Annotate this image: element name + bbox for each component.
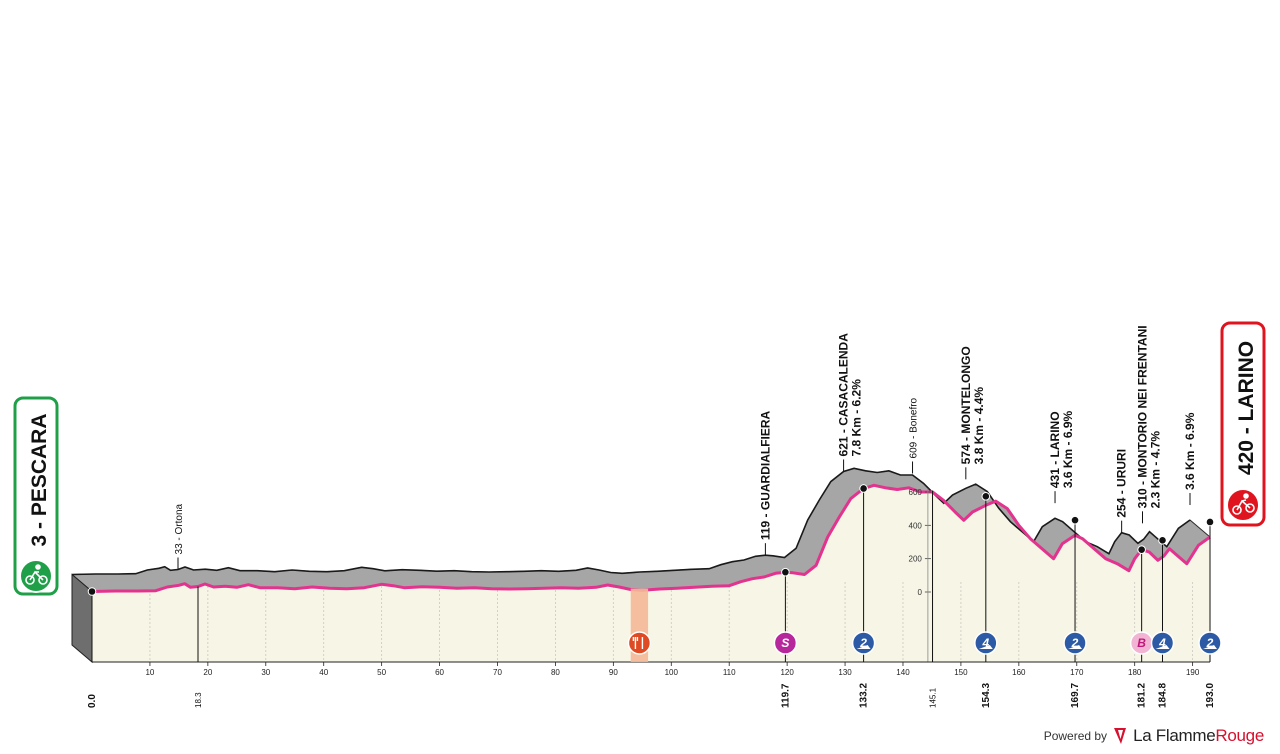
marker-label: S xyxy=(781,636,789,650)
route-line xyxy=(91,483,1211,593)
x-tick-label: 50 xyxy=(377,668,386,677)
kom-mountain-icon xyxy=(1068,645,1083,649)
x-tick-label: 120 xyxy=(780,668,794,677)
waypoint-km-label: 133.2 xyxy=(859,683,870,708)
finish-label: 420 - LARINO xyxy=(1235,341,1258,475)
x-tick-label: 80 xyxy=(551,668,560,677)
x-tick-label: 20 xyxy=(203,668,212,677)
marker-label: 4 xyxy=(981,636,989,650)
x-tick-label: 190 xyxy=(1186,668,1200,677)
kom-mountain-icon xyxy=(1203,645,1217,649)
annotation-sublabel: 7.8 Km - 6.2% xyxy=(850,379,864,457)
waypoint-km-label: 181.2 xyxy=(1137,683,1148,708)
x-tick-label: 60 xyxy=(435,668,444,677)
x-tick-label: 10 xyxy=(145,668,154,677)
climbing-bike-icon xyxy=(1232,493,1255,515)
profile-top-outline xyxy=(71,467,1191,576)
y-tick-label: 600 xyxy=(909,488,923,497)
marker-label: 4 xyxy=(1158,636,1166,650)
annotation-sublabel: 3.6 Km - 6.9% xyxy=(1061,410,1075,488)
waypoint-km-label: 145.1 xyxy=(929,687,938,708)
start-label: 3 - PESCARA xyxy=(28,413,51,546)
marker-label: 2 xyxy=(1071,636,1079,650)
y-tick-label: 200 xyxy=(909,555,923,564)
annotation-label: 33 - Ortona xyxy=(174,503,185,554)
feed-zone-icon xyxy=(627,631,652,655)
brand-name: La FlammeRouge xyxy=(1133,726,1264,745)
annotation-label: 574 - MONTELONGO xyxy=(959,346,973,464)
marker-label: 2 xyxy=(859,636,867,650)
waypoint-km-label: 119.7 xyxy=(780,683,791,708)
waypoint-dot xyxy=(1158,536,1167,545)
bike-icon xyxy=(25,564,48,585)
waypoint-dot xyxy=(981,492,991,501)
annotation-label: 254 - URURI xyxy=(1115,449,1129,518)
annotation-label: 310 - MONTORIO NEI FRENTANI xyxy=(1135,325,1149,508)
annotation-label: 609 - Bonefro xyxy=(909,397,920,458)
x-tick-label: 110 xyxy=(723,668,736,677)
start-cyclist-icon xyxy=(19,559,53,593)
x-tick-label: 140 xyxy=(896,668,910,677)
kom-mountain-icon xyxy=(978,645,993,649)
waypoint-km-label: 0.0 xyxy=(87,694,98,708)
x-tick-label: 170 xyxy=(1070,668,1084,677)
flamme-logo-icon xyxy=(1114,728,1127,744)
powered-by-footer: Powered by La FlammeRouge xyxy=(1043,726,1265,746)
x-tick-label: 180 xyxy=(1128,668,1142,677)
kom-mountain-icon xyxy=(1155,645,1170,649)
x-tick-label: 130 xyxy=(838,668,852,677)
waypoint-km-label: 154.3 xyxy=(981,683,992,708)
waypoint-dot xyxy=(87,587,97,596)
fork-knife-icon xyxy=(632,637,644,649)
waypoint-dot xyxy=(1070,515,1080,525)
waypoint-dot xyxy=(859,484,868,493)
x-tick-label: 100 xyxy=(665,668,679,677)
waypoint-km-label: 169.7 xyxy=(1070,683,1081,708)
waypoint-km-label: 18.3 xyxy=(194,692,203,708)
sprint-marker-icon xyxy=(773,631,798,655)
finish-badge: 420 - LARINO xyxy=(1220,321,1266,527)
annotation-label: 3.6 Km - 6.9% xyxy=(1183,412,1197,490)
y-tick-label: 400 xyxy=(909,521,923,530)
annotation-sublabel: 2.3 Km - 4.7% xyxy=(1148,431,1162,509)
x-tick-label: 150 xyxy=(954,668,968,677)
profile-ground-area xyxy=(92,485,1210,662)
x-tick-label: 160 xyxy=(1012,668,1026,677)
waypoint-dot xyxy=(1205,517,1215,527)
powered-by-text: Powered by xyxy=(1043,729,1108,743)
marker-label: 2 xyxy=(1206,636,1214,650)
x-tick-label: 70 xyxy=(493,668,502,677)
annotation-sublabel: 3.8 Km - 4.4% xyxy=(972,387,986,465)
x-tick-label: 40 xyxy=(319,668,328,677)
waypoint-dot xyxy=(1137,545,1146,554)
waypoint-km-label: 193.0 xyxy=(1205,683,1216,708)
waypoint-dot xyxy=(781,567,790,577)
waypoint-km-label: 184.8 xyxy=(1157,683,1168,708)
annotation-label: 119 - GUARDIALFIERA xyxy=(758,410,772,540)
annotation-label: 431 - LARINO xyxy=(1048,411,1062,488)
y-tick-label: 0 xyxy=(917,588,922,597)
kom-mountain-icon xyxy=(856,645,871,649)
finish-cyclist-icon xyxy=(1226,488,1260,522)
start-badge: 3 - PESCARA xyxy=(13,396,59,596)
x-tick-label: 90 xyxy=(609,668,618,677)
annotation-label: 621 - CASACALENDA xyxy=(837,333,851,457)
marker-label: B xyxy=(1137,636,1146,650)
x-tick-label: 30 xyxy=(261,668,270,677)
